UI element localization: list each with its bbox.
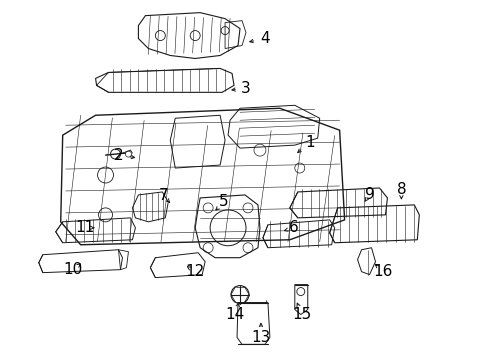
Text: 15: 15 <box>291 307 311 322</box>
Text: 11: 11 <box>75 220 94 235</box>
Text: 6: 6 <box>288 220 298 235</box>
Text: 16: 16 <box>373 264 392 279</box>
Text: 9: 9 <box>364 188 374 202</box>
Text: 1: 1 <box>305 135 314 150</box>
Text: 10: 10 <box>63 262 82 277</box>
Text: 3: 3 <box>241 81 250 96</box>
Text: 4: 4 <box>260 31 269 46</box>
Text: 13: 13 <box>251 330 270 345</box>
Text: 5: 5 <box>219 194 228 210</box>
Text: 12: 12 <box>185 264 204 279</box>
Text: 7: 7 <box>158 188 168 203</box>
Text: 2: 2 <box>113 148 123 163</box>
Text: 14: 14 <box>225 307 244 322</box>
Text: 8: 8 <box>396 183 406 198</box>
